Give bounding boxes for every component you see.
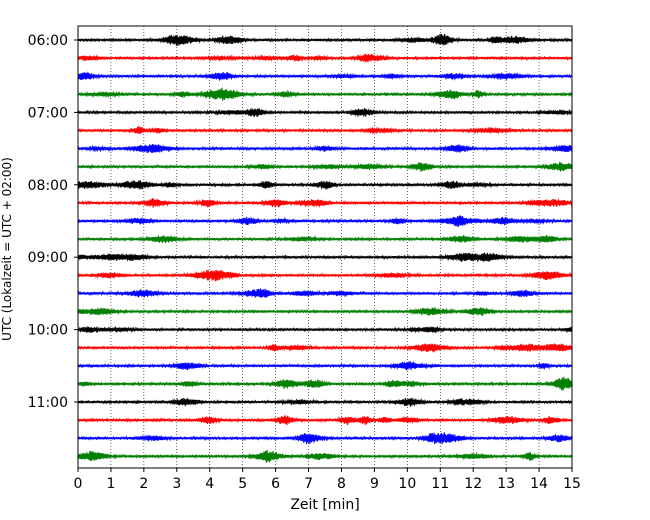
y-tick-label: 06:00 [28, 33, 68, 49]
trace-16 [77, 306, 573, 316]
trace-13 [77, 252, 573, 262]
trace-20 [77, 376, 573, 391]
seismic-traces [77, 33, 573, 463]
x-tick-label: 1 [106, 476, 115, 492]
x-tick-label: 12 [464, 476, 482, 492]
x-tick-label: 8 [337, 476, 346, 492]
x-tick-label: 14 [530, 476, 548, 492]
x-tick-label: 5 [238, 476, 247, 492]
trace-4 [77, 87, 573, 101]
trace-18 [77, 342, 573, 353]
trace-19 [77, 360, 573, 371]
trace-11 [77, 214, 573, 227]
trace-10 [77, 198, 573, 208]
trace-6 [77, 125, 573, 135]
x-axis-ticks: 0 1 2 3 4 5 6 7 8 9 10 11 12 13 14 15 [74, 468, 581, 492]
trace-21 [77, 397, 573, 408]
x-tick-label: 4 [205, 476, 214, 492]
x-tick-label: 0 [74, 476, 83, 492]
trace-14 [77, 269, 573, 282]
x-tick-label: 10 [398, 476, 416, 492]
plot-frame [77, 25, 573, 469]
x-tick-label: 15 [563, 476, 581, 492]
x-tick-label: 7 [304, 476, 313, 492]
trace-1 [77, 33, 573, 46]
trace-3 [77, 71, 573, 82]
trace-8 [77, 161, 573, 172]
trace-24 [77, 449, 573, 463]
trace-23 [77, 432, 573, 445]
x-tick-label: 6 [271, 476, 280, 492]
trace-2 [77, 53, 573, 63]
trace-15 [77, 288, 573, 299]
x-tick-label: 9 [370, 476, 379, 492]
trace-12 [77, 234, 573, 244]
y-axis-label: UTC (Lokalzeit = UTC + 02:00) [0, 157, 14, 341]
trace-7 [77, 143, 573, 154]
x-tick-label: 2 [139, 476, 148, 492]
y-tick-label: 11:00 [28, 395, 68, 411]
y-tick-label: 09:00 [28, 250, 68, 266]
x-axis-label: Zeit [min] [290, 497, 359, 513]
trace-9 [77, 179, 573, 190]
x-tick-label: 13 [497, 476, 515, 492]
x-tick-label: 11 [431, 476, 449, 492]
trace-22 [77, 414, 573, 426]
y-tick-label: 10:00 [28, 323, 68, 339]
x-tick-label: 3 [172, 476, 181, 492]
y-tick-label: 07:00 [28, 105, 68, 121]
trace-5 [77, 107, 573, 118]
y-tick-label: 08:00 [28, 178, 68, 194]
y-axis-ticks: 06:00 07:00 08:00 09:00 10:00 11:00 [28, 33, 78, 411]
trace-17 [77, 325, 573, 334]
